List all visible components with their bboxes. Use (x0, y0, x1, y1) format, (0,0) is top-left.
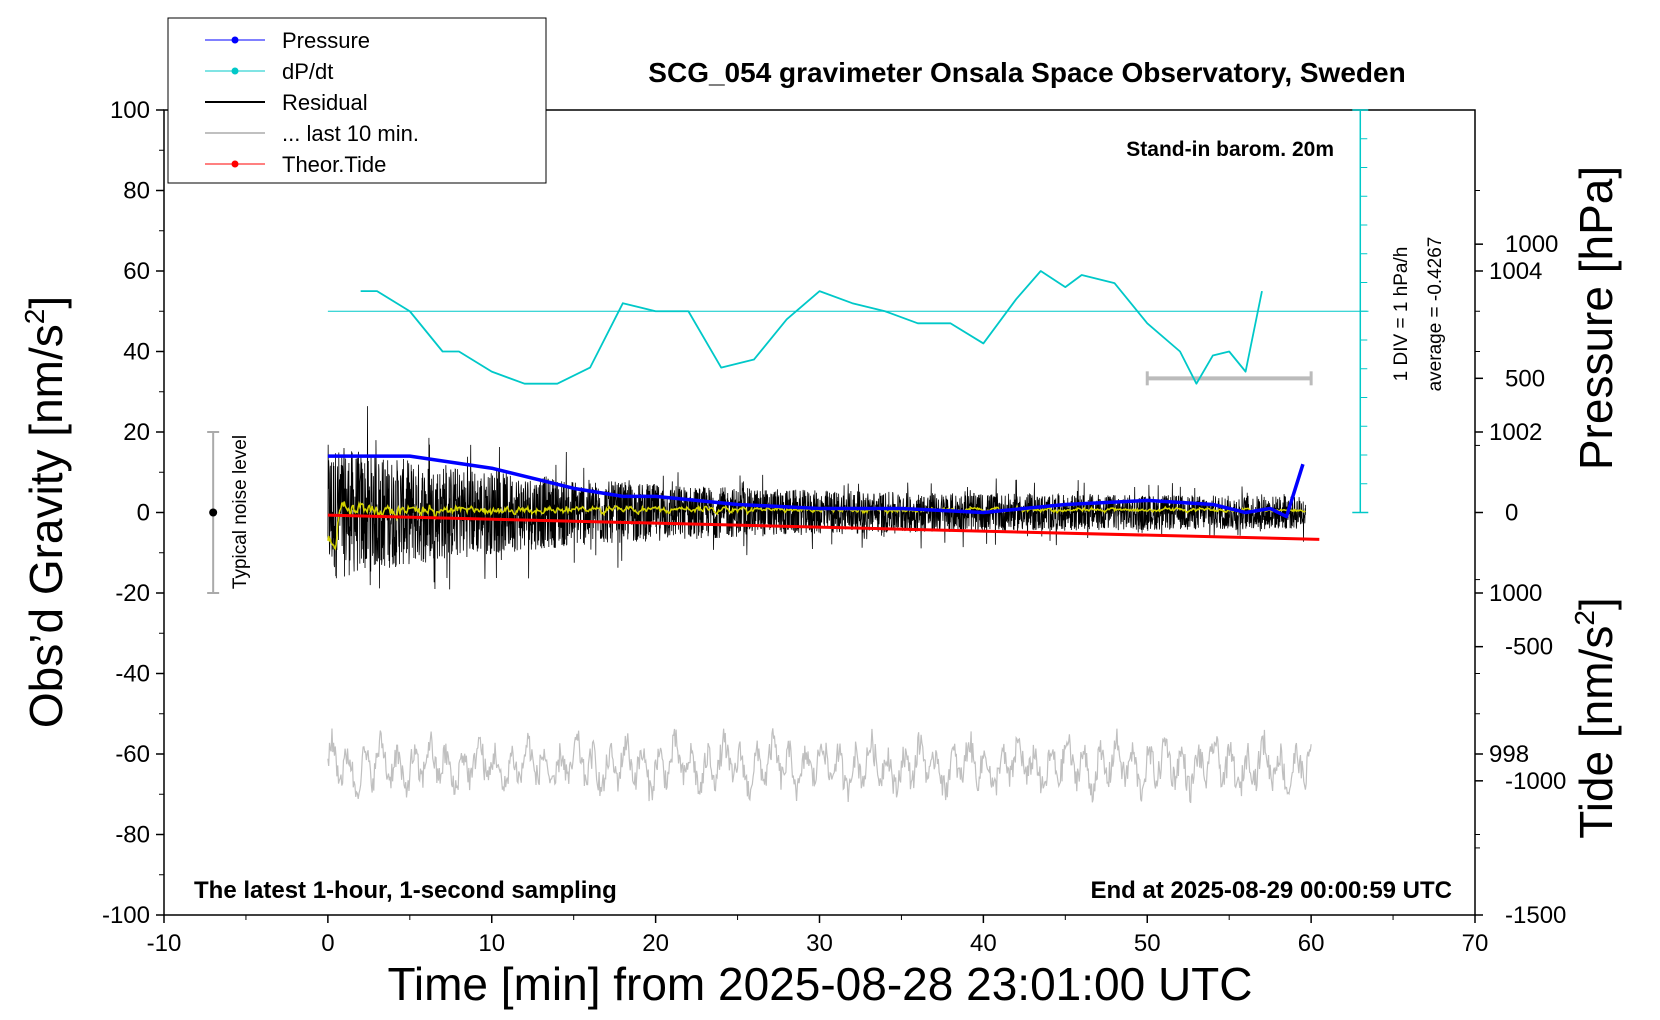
bottom-right-note: End at 2025-08-29 00:00:59 UTC (1091, 877, 1453, 904)
x-tick-label: 50 (1134, 930, 1161, 957)
div-scale-label: 1 DIV = 1 hPa/h (1391, 247, 1412, 382)
tide-tick-label: -1500 (1505, 902, 1566, 929)
pressure-tick-label: 998 (1489, 741, 1529, 768)
tide-tick-label: 0 (1505, 500, 1518, 527)
tide-axis-label: Tide [nm/s2] (1569, 597, 1622, 838)
last10-series-line (327, 728, 1312, 804)
pressure-tick-label: 1002 (1489, 419, 1542, 446)
tide-axis-label-main: Tide [nm/s (1570, 626, 1622, 839)
y-tick-label: 0 (137, 500, 150, 527)
y-axis-left-label: Obs’d Gravity [nm/s2] (19, 296, 72, 728)
average-label: average = -0.4267 (1425, 237, 1446, 392)
bottom-left-note: The latest 1-hour, 1-second sampling (194, 877, 617, 904)
x-tick-label: 0 (321, 930, 334, 957)
x-tick-label: -10 (147, 930, 182, 957)
legend-label-tide: Theor.Tide (282, 152, 386, 177)
x-tick-label: 70 (1462, 930, 1489, 957)
residual-smoothed-line (327, 500, 1306, 551)
pressure-tick-label: 1004 (1489, 258, 1542, 285)
x-tick-label: 30 (806, 930, 833, 957)
tide-tick-label: 1000 (1505, 231, 1558, 258)
y-tick-label: -80 (115, 822, 150, 849)
x-axis-label: Time [min] from 2025-08-28 23:01:00 UTC (388, 958, 1253, 1010)
tide-series-line (327, 513, 1320, 541)
pressure-tick-label: 1000 (1489, 580, 1542, 607)
tide-axis-label-close: ] (1570, 597, 1622, 610)
y-axis-left-label-main: Obs’d Gravity [nm/s (20, 324, 72, 728)
tide-axis-label-sup: 2 (1569, 610, 1600, 626)
tide-tick-label: -1000 (1505, 768, 1566, 795)
y-tick-label: 60 (123, 258, 150, 285)
stand-in-barometer-note: Stand-in barom. 20m (1126, 138, 1334, 161)
pressure-axis-label: Pressure [hPa] (1570, 166, 1622, 470)
legend-label-residual: Residual (282, 90, 368, 115)
legend-box (167, 17, 547, 184)
x-tick-label: 20 (642, 930, 669, 957)
y-tick-label: -20 (115, 580, 150, 607)
y-axis-left-label-close: ] (20, 296, 72, 309)
tide-tick-label: 500 (1505, 365, 1545, 392)
tide-tick-label: -500 (1505, 634, 1553, 661)
legend: Pressure dP/dt Residual ... last 10 min.… (167, 17, 547, 184)
dpdt-series-line (360, 270, 1263, 385)
y-tick-label: -60 (115, 741, 150, 768)
x-tick-label: 60 (1298, 930, 1325, 957)
legend-label-pressure: Pressure (282, 28, 370, 53)
legend-marker-tide (231, 160, 239, 168)
y-tick-label: 100 (110, 97, 150, 124)
legend-marker-dpdt (231, 67, 239, 75)
y-tick-label: -100 (102, 902, 150, 929)
y-tick-label: 40 (123, 339, 150, 366)
x-tick-label: 40 (970, 930, 997, 957)
noise-level-label: Typical noise level (230, 435, 251, 589)
pressure-series-line (327, 454, 1305, 519)
noise-center-dot (209, 508, 218, 517)
legend-marker-pressure (231, 36, 239, 44)
legend-label-last10: ... last 10 min. (282, 121, 419, 146)
series-layer (207, 109, 1369, 804)
chart-title: SCG_054 gravimeter Onsala Space Observat… (648, 57, 1405, 88)
residual-series-line (327, 406, 1307, 590)
y-tick-label: 80 (123, 178, 150, 205)
y-tick-label: -40 (115, 661, 150, 688)
legend-label-dpdt: dP/dt (282, 59, 333, 84)
y-tick-label: 20 (123, 419, 150, 446)
x-tick-label: 10 (478, 930, 505, 957)
axis-ticks: -10 0 10 20 30 40 50 60 70100806040200-20-40-60-… (102, 97, 1566, 957)
y-axis-left-label-sup: 2 (19, 309, 50, 325)
